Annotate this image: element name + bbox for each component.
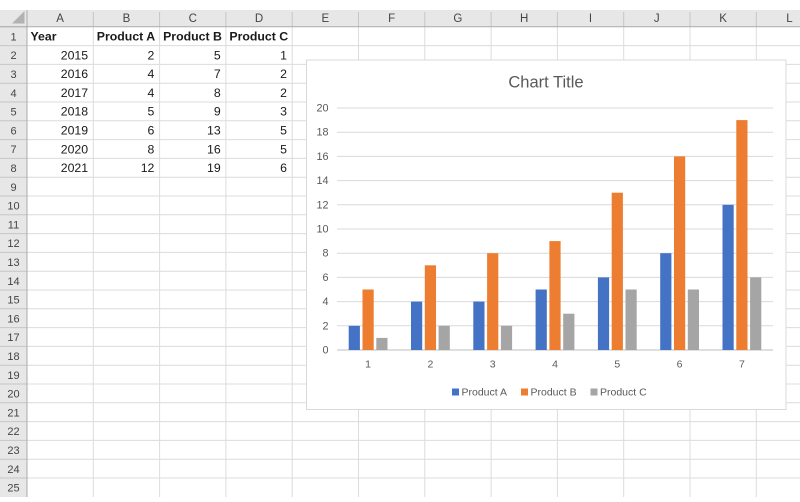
svg-text:H: H <box>520 13 528 25</box>
svg-text:12: 12 <box>7 238 19 250</box>
svg-text:7: 7 <box>739 359 745 371</box>
svg-text:4: 4 <box>148 86 155 100</box>
svg-text:1: 1 <box>365 359 371 371</box>
svg-text:4: 4 <box>552 359 558 371</box>
svg-text:12: 12 <box>316 199 328 211</box>
svg-text:16: 16 <box>7 313 19 325</box>
svg-text:A: A <box>56 13 64 25</box>
svg-text:5: 5 <box>280 124 287 138</box>
svg-text:4: 4 <box>322 296 328 308</box>
svg-text:2: 2 <box>148 48 155 62</box>
svg-text:20: 20 <box>7 389 19 401</box>
svg-text:C: C <box>189 13 197 25</box>
svg-text:Product A: Product A <box>97 30 155 44</box>
svg-text:16: 16 <box>207 142 221 156</box>
svg-text:19: 19 <box>7 370 19 382</box>
svg-text:8: 8 <box>322 248 328 260</box>
svg-text:20: 20 <box>316 103 328 115</box>
svg-text:1: 1 <box>280 48 287 62</box>
svg-text:K: K <box>719 13 727 25</box>
svg-text:5: 5 <box>10 107 16 119</box>
svg-text:Product C: Product C <box>229 30 288 44</box>
svg-text:25: 25 <box>7 483 19 495</box>
svg-text:11: 11 <box>8 219 19 231</box>
svg-text:6: 6 <box>10 125 16 137</box>
svg-text:18: 18 <box>316 127 328 139</box>
svg-text:Product A: Product A <box>462 386 508 398</box>
svg-text:7: 7 <box>214 67 221 81</box>
svg-text:13: 13 <box>7 257 19 269</box>
svg-text:16: 16 <box>316 151 328 163</box>
svg-text:Product B: Product B <box>163 30 222 44</box>
svg-text:5: 5 <box>614 359 620 371</box>
svg-text:14: 14 <box>7 276 19 288</box>
svg-text:21: 21 <box>7 407 19 419</box>
svg-text:Chart Title: Chart Title <box>508 74 583 92</box>
svg-text:6: 6 <box>677 359 683 371</box>
svg-text:3: 3 <box>280 105 287 119</box>
svg-text:9: 9 <box>10 182 16 194</box>
svg-text:23: 23 <box>7 445 19 457</box>
svg-text:F: F <box>388 13 395 25</box>
svg-text:2017: 2017 <box>61 86 89 100</box>
svg-text:2: 2 <box>322 320 328 332</box>
svg-text:4: 4 <box>10 88 16 100</box>
svg-text:9: 9 <box>214 105 221 119</box>
svg-text:2: 2 <box>280 86 287 100</box>
svg-text:Year: Year <box>31 30 57 44</box>
svg-text:14: 14 <box>316 175 328 187</box>
svg-text:2015: 2015 <box>61 48 89 62</box>
svg-text:J: J <box>654 13 660 25</box>
svg-text:2018: 2018 <box>61 105 89 119</box>
svg-text:6: 6 <box>280 161 287 175</box>
svg-text:G: G <box>453 13 462 25</box>
svg-text:22: 22 <box>7 426 19 438</box>
svg-text:15: 15 <box>7 295 19 307</box>
svg-text:5: 5 <box>214 48 221 62</box>
svg-text:4: 4 <box>148 67 155 81</box>
svg-text:3: 3 <box>10 69 16 81</box>
svg-text:8: 8 <box>214 86 221 100</box>
svg-text:2: 2 <box>427 359 433 371</box>
svg-text:13: 13 <box>207 124 221 138</box>
svg-text:10: 10 <box>7 201 19 213</box>
svg-text:2021: 2021 <box>61 161 89 175</box>
svg-text:24: 24 <box>7 464 19 476</box>
svg-text:1: 1 <box>10 31 16 43</box>
svg-text:6: 6 <box>322 272 328 284</box>
svg-text:0: 0 <box>322 345 328 357</box>
svg-text:10: 10 <box>316 224 328 236</box>
svg-text:8: 8 <box>148 142 155 156</box>
svg-text:Product C: Product C <box>600 386 647 398</box>
svg-text:E: E <box>321 13 329 25</box>
svg-text:8: 8 <box>10 163 16 175</box>
svg-text:5: 5 <box>280 142 287 156</box>
svg-text:12: 12 <box>141 161 155 175</box>
svg-text:2: 2 <box>280 67 287 81</box>
svg-text:D: D <box>255 13 263 25</box>
svg-text:B: B <box>123 13 131 25</box>
svg-text:Product B: Product B <box>531 386 577 398</box>
svg-text:19: 19 <box>207 161 221 175</box>
svg-text:18: 18 <box>7 351 19 363</box>
svg-text:17: 17 <box>7 332 19 344</box>
svg-text:5: 5 <box>148 105 155 119</box>
svg-text:7: 7 <box>10 144 16 156</box>
svg-text:2019: 2019 <box>61 124 89 138</box>
svg-text:2016: 2016 <box>61 67 89 81</box>
svg-text:L: L <box>786 13 793 25</box>
svg-text:I: I <box>589 13 592 25</box>
svg-text:2: 2 <box>10 50 16 62</box>
svg-text:2020: 2020 <box>61 142 89 156</box>
svg-text:3: 3 <box>490 359 496 371</box>
svg-text:6: 6 <box>148 124 155 138</box>
